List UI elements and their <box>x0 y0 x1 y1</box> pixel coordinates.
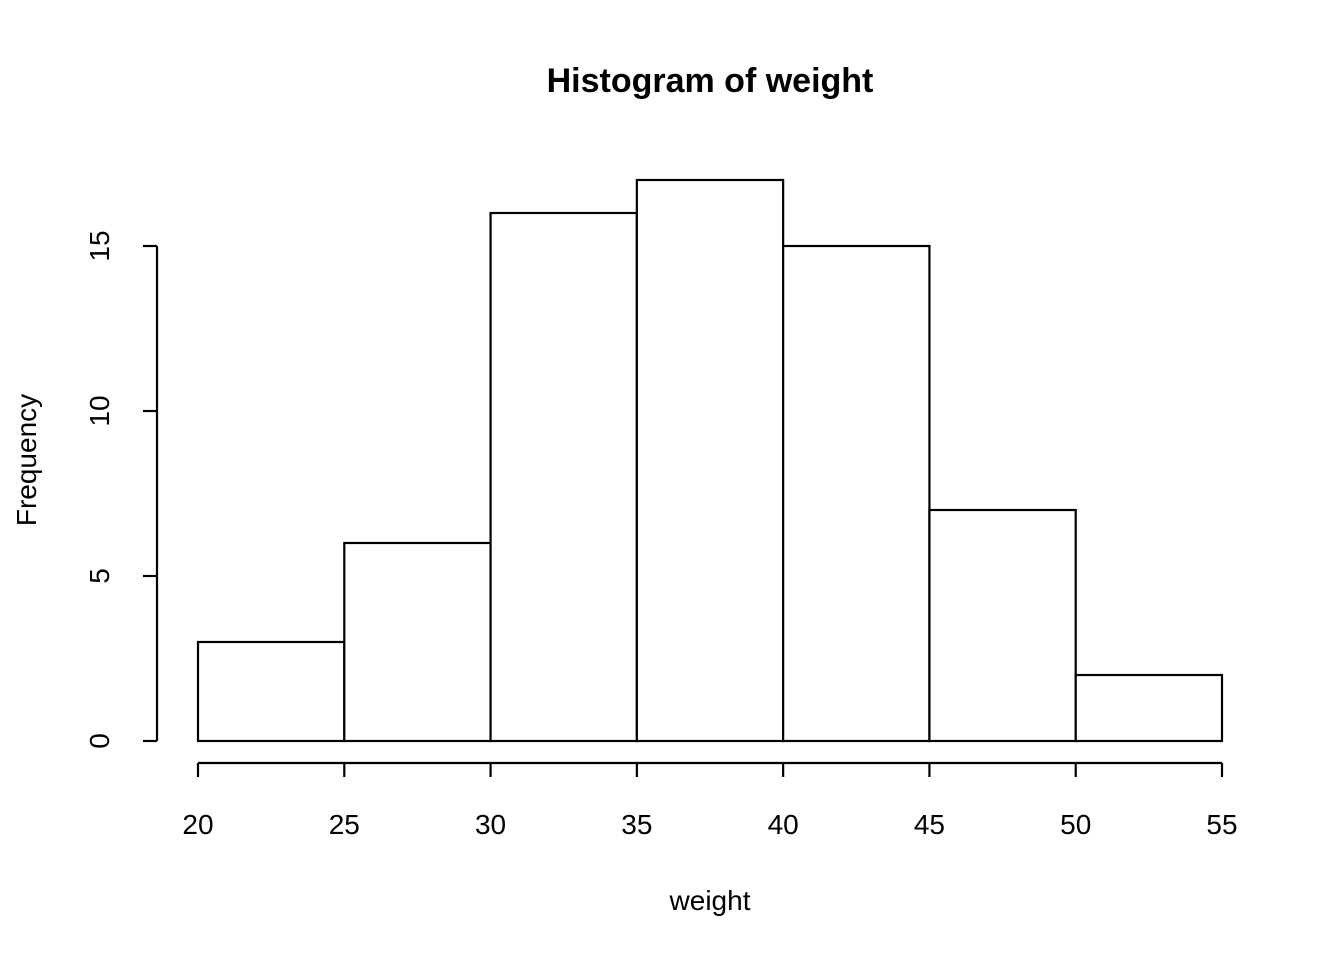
histogram-bar-30-35 <box>489 211 638 743</box>
histogram-bar-20-25 <box>196 640 346 743</box>
y-tick-label-0: 0 <box>84 733 115 749</box>
histogram-bar-35-40 <box>635 178 785 743</box>
y-axis-label: Frequency <box>11 394 42 526</box>
x-tick-label-25: 25 <box>329 809 360 840</box>
histogram-bars <box>196 178 1224 743</box>
x-tick-label-55: 55 <box>1206 809 1237 840</box>
x-tick-label-40: 40 <box>768 809 799 840</box>
y-tick-label-15: 15 <box>84 230 115 261</box>
x-tick-label-20: 20 <box>182 809 213 840</box>
x-tick-label-35: 35 <box>621 809 652 840</box>
x-tick-label-30: 30 <box>475 809 506 840</box>
y-tick-label-10: 10 <box>84 395 115 426</box>
histogram-bar-50-55 <box>1074 673 1224 743</box>
y-tick-label-5: 5 <box>84 568 115 584</box>
histogram-bar-25-30 <box>343 541 492 743</box>
x-tick-label-45: 45 <box>914 809 945 840</box>
chart-title: Histogram of weight <box>547 62 874 100</box>
y-axis: 0 5 10 15 <box>84 230 159 749</box>
histogram-bar-40-45 <box>782 244 931 743</box>
histogram-bar-45-50 <box>928 508 1077 743</box>
x-tick-label-50: 50 <box>1060 809 1091 840</box>
x-axis-label: weight <box>669 885 751 916</box>
x-axis: 20 25 30 35 40 45 50 55 <box>182 761 1238 840</box>
